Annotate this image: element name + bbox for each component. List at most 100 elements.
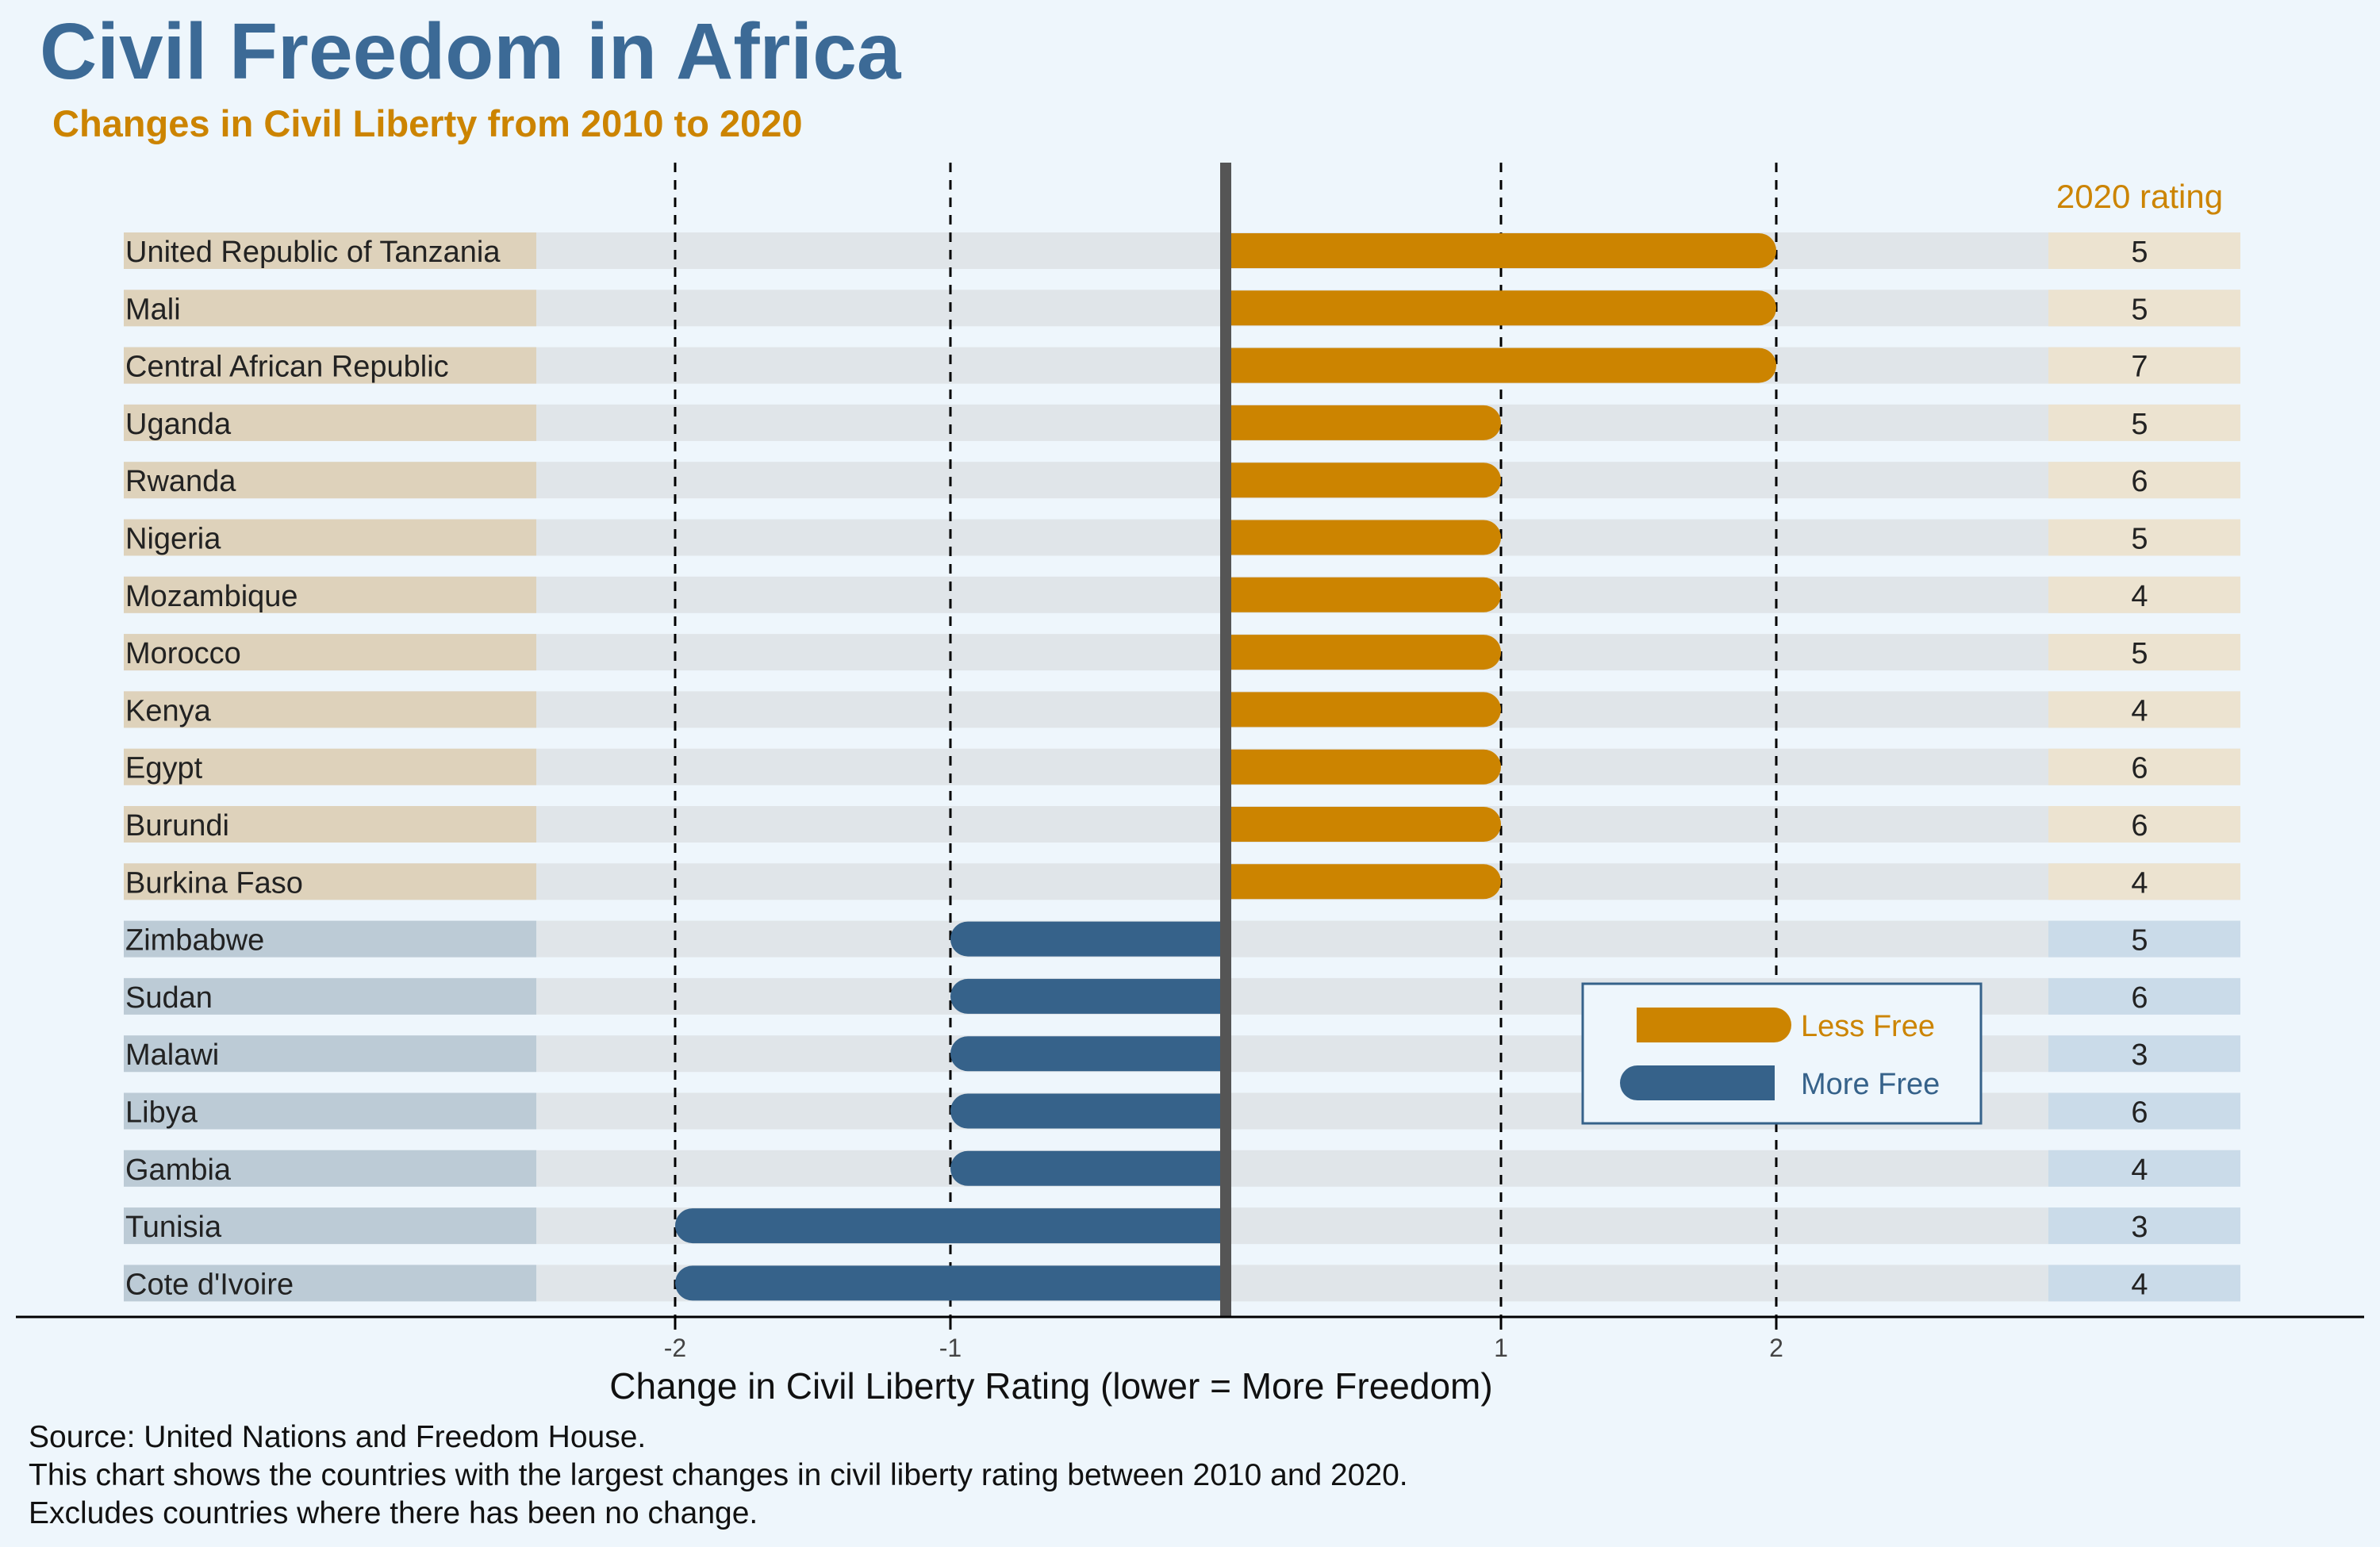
x-tick-label: -2 [664,1334,686,1362]
country-label: Morocco [125,637,241,670]
rating-box [2048,347,2240,384]
rating-value: 4 [2131,866,2148,900]
rating-value: 5 [2131,523,2148,556]
bar [675,1265,1226,1301]
label-box [124,519,536,556]
bar [1226,635,1501,670]
label-box [124,1265,536,1302]
label-box [124,347,536,384]
bar [1226,807,1501,842]
bar [950,1150,1226,1186]
rating-box [2048,920,2240,958]
rating-column: 5 5 7 5 6 5 4 5 4 6 6 4 5 6 3 6 4 3 4 2020 rating [2056,178,2223,1301]
country-label: Central African Republic [125,351,449,384]
label-box [124,232,536,269]
legend-label-more-free: More Free [1801,1068,1940,1101]
rating-value: 4 [2131,580,2148,613]
label-box [124,634,536,671]
rating-value: 4 [2131,1154,2148,1187]
rating-box [2048,576,2240,613]
bar [950,1036,1226,1072]
x-axis: -2 -1 1 2 Change in Civil Liberty Rating (lo… [16,1315,2364,1407]
country-label: Zimbabwe [125,924,264,958]
rating-box [2048,404,2240,441]
label-box [124,290,536,327]
bar [1226,520,1501,555]
country-label: Cote d'Ivoire [125,1268,294,1301]
rating-box [2048,1265,2240,1302]
legend-label-less-free: Less Free [1801,1010,1935,1043]
country-label: United Republic of Tanzania [125,236,501,269]
legend-box [1581,982,1983,1125]
country-label: Malawi [125,1038,219,1072]
rating-box [2048,806,2240,843]
rating-value: 4 [2131,694,2148,727]
country-label: Libya [125,1096,198,1130]
rating-value: 6 [2131,1096,2148,1130]
bar [675,1208,1226,1244]
bar [1226,405,1501,440]
rating-box [2048,748,2240,785]
row-backgrounds [124,232,2240,1302]
country-label: Burundi [125,809,229,843]
rating-value: 6 [2131,981,2148,1015]
country-label: Rwanda [125,465,236,498]
country-label: Gambia [125,1154,232,1187]
bar [950,1093,1226,1129]
rating-value: 5 [2131,236,2148,269]
rating-value: 6 [2131,809,2148,843]
rating-value: 5 [2131,637,2148,670]
x-tick-label: 1 [1494,1334,1508,1362]
legend: Less Free More Free [1581,982,1983,1125]
country-label: Nigeria [125,523,221,556]
rating-value: 4 [2131,1268,2148,1301]
country-label: Sudan [125,981,213,1015]
rating-value: 6 [2131,465,2148,498]
bar [1226,347,1776,383]
bar [1226,290,1776,326]
label-box [124,806,536,843]
rating-box [2048,977,2240,1015]
rating-box [2048,290,2240,327]
rating-box [2048,863,2240,900]
label-box [124,748,536,785]
country-label: Mozambique [125,580,298,613]
rating-box [2048,1092,2240,1130]
rating-box [2048,232,2240,269]
country-label: Uganda [125,408,232,441]
x-axis-label: Change in Civil Liberty Rating (lower = … [609,1365,1492,1407]
rating-value: 3 [2131,1211,2148,1244]
bar [1226,749,1501,785]
footer-exclusion-note: Excludes countries where there has been … [29,1496,758,1530]
bar [1226,233,1776,268]
rating-box [2048,519,2240,556]
rating-box [2048,691,2240,728]
bar [1226,864,1501,900]
bars [675,163,1776,1317]
legend-swatch-less-free [1637,1008,1791,1042]
rating-header: 2020 rating [2056,178,2223,215]
country-label: Tunisia [125,1211,222,1244]
country-labels: United Republic of Tanzania Mali Central A… [125,236,501,1301]
bar [950,978,1226,1014]
rating-box [2048,1207,2240,1245]
bar [950,921,1226,957]
label-box [124,691,536,728]
country-label: Burkina Faso [125,866,303,900]
label-box [124,920,536,958]
rating-value: 3 [2131,1038,2148,1072]
x-tick-label: 2 [1769,1334,1783,1362]
footer-note: This chart shows the countries with the … [29,1458,1408,1492]
bar [1226,463,1501,498]
rating-value: 6 [2131,752,2148,785]
rating-box [2048,1035,2240,1073]
bar [1226,577,1501,612]
country-label: Egypt [125,752,203,785]
bar [1226,692,1501,727]
rating-box [2048,1150,2240,1187]
country-label: Kenya [125,694,212,727]
footer-source: Source: United Nations and Freedom House… [29,1420,647,1454]
label-box [124,977,536,1015]
rating-value: 5 [2131,924,2148,958]
